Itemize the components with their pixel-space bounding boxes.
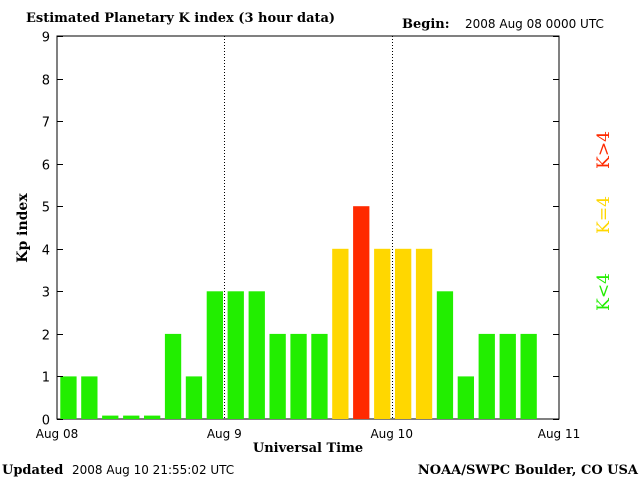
y-tick-label: 1 — [42, 371, 50, 386]
kp-bar — [248, 291, 265, 419]
y-tick-label: 4 — [42, 244, 50, 259]
x-tick-label: Aug 11 — [538, 427, 581, 441]
y-tick-label: 6 — [42, 159, 50, 174]
y-tick-label: 0 — [42, 414, 50, 429]
x-axis-ticks: Aug 08 Aug 9 Aug 10 Aug 11 — [36, 427, 581, 441]
day-dividers — [224, 36, 393, 419]
kp-bar — [374, 248, 391, 419]
chart-title: Estimated Planetary K index (3 hour data… — [26, 11, 335, 26]
kp-bar — [478, 333, 495, 419]
x-tick-label: Aug 9 — [207, 427, 242, 441]
kp-bar — [395, 248, 412, 419]
plot-frame — [56, 35, 560, 420]
y-tick-label: 9 — [42, 31, 50, 46]
kp-bar — [457, 376, 474, 419]
updated-value: 2008 Aug 10 21:55:02 UTC — [72, 463, 234, 477]
kp-bar — [123, 415, 140, 419]
kp-bar — [269, 333, 286, 419]
bars — [60, 206, 537, 419]
kp-bar — [164, 333, 182, 419]
kp-bar — [353, 206, 370, 419]
y-tick-label: 5 — [42, 201, 50, 216]
kp-bar — [144, 415, 161, 419]
kp-bar — [206, 291, 223, 419]
begin-value: 2008 Aug 08 0000 UTC — [465, 17, 604, 31]
kp-bar — [102, 415, 119, 419]
begin-label: Begin: — [402, 17, 450, 32]
kp-bar — [311, 333, 328, 419]
y-tick-label: 3 — [42, 286, 50, 301]
legend-equal: K=4 — [594, 196, 614, 234]
x-tick-label: Aug 08 — [36, 427, 79, 441]
y-axis-ticks: 0 1 2 3 4 5 6 7 8 9 — [42, 31, 559, 429]
kp-bar — [185, 376, 203, 419]
legend-low: K<4 — [594, 273, 614, 311]
y-tick-label: 2 — [42, 329, 50, 344]
kp-bar — [290, 333, 307, 419]
kp-bar — [60, 376, 77, 419]
kp-bar — [520, 333, 537, 419]
legend-high: K>4 — [594, 131, 614, 169]
kp-bar — [227, 291, 244, 419]
x-axis-label: Universal Time — [253, 441, 363, 456]
updated-label: Updated — [2, 463, 63, 478]
kp-bar — [436, 291, 454, 419]
kp-bar — [415, 248, 433, 419]
kp-bar — [332, 248, 349, 419]
source-credit: NOAA/SWPC Boulder, CO USA — [418, 463, 639, 478]
y-axis-label: Kp index — [15, 193, 31, 263]
kp-bar — [499, 333, 516, 419]
kp-bar — [81, 376, 98, 419]
y-tick-label: 8 — [42, 74, 50, 89]
x-tick-label: Aug 10 — [370, 427, 413, 441]
y-tick-label: 7 — [42, 116, 50, 131]
